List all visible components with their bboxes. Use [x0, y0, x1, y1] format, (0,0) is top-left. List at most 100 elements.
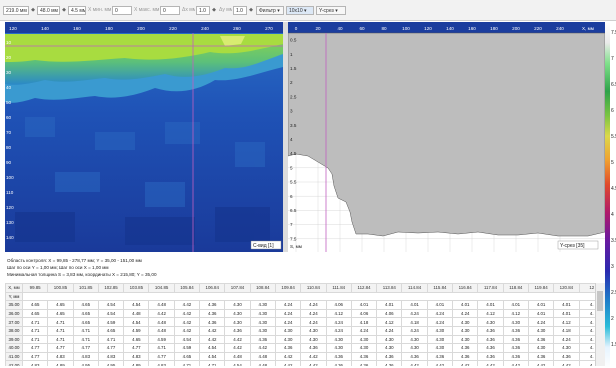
- table-cell[interactable]: 4.36: [553, 351, 580, 362]
- table-cell[interactable]: 4.30: [376, 343, 403, 353]
- column-header[interactable]: 103.85: [123, 283, 150, 293]
- table-cell[interactable]: 4.42: [477, 360, 504, 366]
- table-cell[interactable]: 4.30: [325, 334, 352, 345]
- table-cell[interactable]: 4.01: [452, 300, 479, 310]
- table-cell[interactable]: 4.24: [274, 308, 302, 319]
- table-cell[interactable]: 4.77: [97, 343, 125, 353]
- table-cell[interactable]: 4.12: [477, 308, 504, 319]
- table-cell[interactable]: 4.65: [21, 300, 49, 310]
- table-cell[interactable]: 4.42: [401, 360, 428, 366]
- table-cell[interactable]: 4.65: [47, 300, 74, 310]
- table-cell[interactable]: 4.42: [173, 325, 201, 336]
- table-cell[interactable]: 4.36: [274, 343, 302, 353]
- column-header[interactable]: 107.84: [224, 283, 251, 293]
- table-cell[interactable]: 4.30: [426, 343, 454, 353]
- table-cell[interactable]: 4.30: [452, 325, 479, 336]
- table-cell[interactable]: 4.54: [199, 351, 226, 362]
- spin-icon[interactable]: ◆: [31, 7, 35, 13]
- table-cell[interactable]: 4.06: [325, 300, 352, 310]
- table-cell[interactable]: 4.30: [249, 325, 276, 336]
- table-cell[interactable]: 4.36: [452, 343, 479, 353]
- table-cell[interactable]: 4.65: [21, 308, 49, 319]
- table-cell[interactable]: 4.36: [224, 325, 251, 336]
- table-cell[interactable]: 4.54: [173, 334, 201, 345]
- table-cell[interactable]: 4.77: [72, 343, 99, 353]
- table-cell[interactable]: 4.77: [21, 343, 49, 353]
- table-cell[interactable]: 4.77: [47, 343, 74, 353]
- table-cell[interactable]: 4.01: [376, 300, 403, 310]
- table-cell[interactable]: 4.36: [452, 351, 479, 362]
- table-cell[interactable]: 4.01: [502, 300, 529, 310]
- table-cell[interactable]: 4.48: [249, 351, 276, 362]
- table-row[interactable]: 37.00 4.71 4.71 4.65 4.59 4.54 4.48 4.42 4.36 4.3…: [5, 317, 605, 327]
- field-1[interactable]: 219.0 мм: [3, 6, 29, 15]
- xmin-field[interactable]: 0: [112, 6, 132, 15]
- table-cell[interactable]: 4.36: [527, 334, 555, 345]
- table-cell[interactable]: 4.48: [249, 360, 276, 366]
- table-cell[interactable]: 4.95: [97, 360, 125, 366]
- table-cell[interactable]: 4.83: [97, 351, 125, 362]
- column-header[interactable]: 111.84: [325, 283, 352, 293]
- table-cell[interactable]: 4.30: [426, 334, 454, 345]
- table-cell[interactable]: 4.01: [426, 300, 454, 310]
- table-cell[interactable]: 4.30: [527, 343, 555, 353]
- table-cell[interactable]: 4.30: [300, 325, 327, 336]
- table-cell[interactable]: 4.36: [325, 351, 352, 362]
- table-cell[interactable]: 4.01: [350, 300, 378, 310]
- column-header[interactable]: 108.84: [249, 283, 276, 293]
- table-cell[interactable]: 4.65: [72, 308, 99, 319]
- table-cell[interactable]: 4.06: [350, 308, 378, 319]
- table-cell[interactable]: 4.83: [148, 360, 175, 366]
- table-cell[interactable]: 4.48: [123, 308, 150, 319]
- column-header[interactable]: 102.85: [97, 283, 125, 293]
- table-cell[interactable]: 4.48: [148, 325, 175, 336]
- table-cell[interactable]: 4.83: [72, 351, 99, 362]
- table-cell[interactable]: 4.42: [199, 325, 226, 336]
- table-cell[interactable]: 4.24: [350, 325, 378, 336]
- table-cell[interactable]: 4.30: [426, 325, 454, 336]
- table-cell[interactable]: 4.36: [199, 300, 226, 310]
- field-2[interactable]: 48.0 мм: [37, 6, 60, 15]
- table-cell[interactable]: 4.24: [553, 334, 580, 345]
- column-header[interactable]: 115.84: [426, 283, 454, 293]
- y-slice-svg[interactable]: 0 20 40 60 80 100 120 140 160 180 200 220 240 X, мм 0…: [287, 22, 606, 252]
- column-header[interactable]: 105.84: [173, 283, 201, 293]
- table-cell[interactable]: 4.83: [123, 351, 150, 362]
- table-cell[interactable]: 4.30: [452, 334, 479, 345]
- column-header[interactable]: 118.84: [502, 283, 529, 293]
- table-cell[interactable]: 4.18: [401, 317, 428, 327]
- table-cell[interactable]: 4.42: [224, 343, 251, 353]
- table-cell[interactable]: 4.36: [477, 351, 504, 362]
- table-cell[interactable]: 4.48: [148, 300, 175, 310]
- table-cell[interactable]: 4.42: [300, 351, 327, 362]
- column-header[interactable]: 100.85: [47, 283, 74, 293]
- table-cell[interactable]: 4.30: [325, 343, 352, 353]
- table-cell[interactable]: 4.36: [199, 317, 226, 327]
- table-cell[interactable]: 4.59: [148, 334, 175, 345]
- table-cell[interactable]: 4.18: [350, 317, 378, 327]
- table-cell[interactable]: 4.71: [47, 334, 74, 345]
- table-cell[interactable]: 4.42: [452, 360, 479, 366]
- table-row[interactable]: 39.00 4.71 4.71 4.71 4.71 4.65 4.59 4.54 4.42 4.4…: [5, 334, 605, 345]
- table-cell[interactable]: 4.24: [325, 317, 352, 327]
- table-cell[interactable]: 4.24: [300, 308, 327, 319]
- column-header[interactable]: 104.85: [148, 283, 175, 293]
- table-cell[interactable]: 4.24: [401, 325, 428, 336]
- table-cell[interactable]: 4.54: [123, 317, 150, 327]
- table-cell[interactable]: 4.42: [249, 343, 276, 353]
- table-cell[interactable]: 4.54: [123, 300, 150, 310]
- column-header[interactable]: 116.84: [452, 283, 479, 293]
- table-cell[interactable]: 4.71: [72, 334, 99, 345]
- table-row[interactable]: 38.00 4.71 4.71 4.71 4.65 4.59 4.48 4.42 4.42 4.3…: [5, 325, 605, 336]
- table-cell[interactable]: 4.59: [97, 317, 125, 327]
- table-cell[interactable]: 4.30: [249, 308, 276, 319]
- table-cell[interactable]: 4.18: [553, 325, 580, 336]
- table-cell[interactable]: 4.95: [72, 360, 99, 366]
- table-cell[interactable]: 4.36: [502, 334, 529, 345]
- zoom-dropdown[interactable]: 10x10 ▾: [286, 6, 314, 15]
- table-cell[interactable]: 4.30: [300, 334, 327, 345]
- step-field[interactable]: 1.0: [196, 6, 210, 15]
- table-cell[interactable]: 4.36: [401, 351, 428, 362]
- table-cell[interactable]: 4.36: [527, 351, 555, 362]
- table-cell[interactable]: 4.12: [376, 317, 403, 327]
